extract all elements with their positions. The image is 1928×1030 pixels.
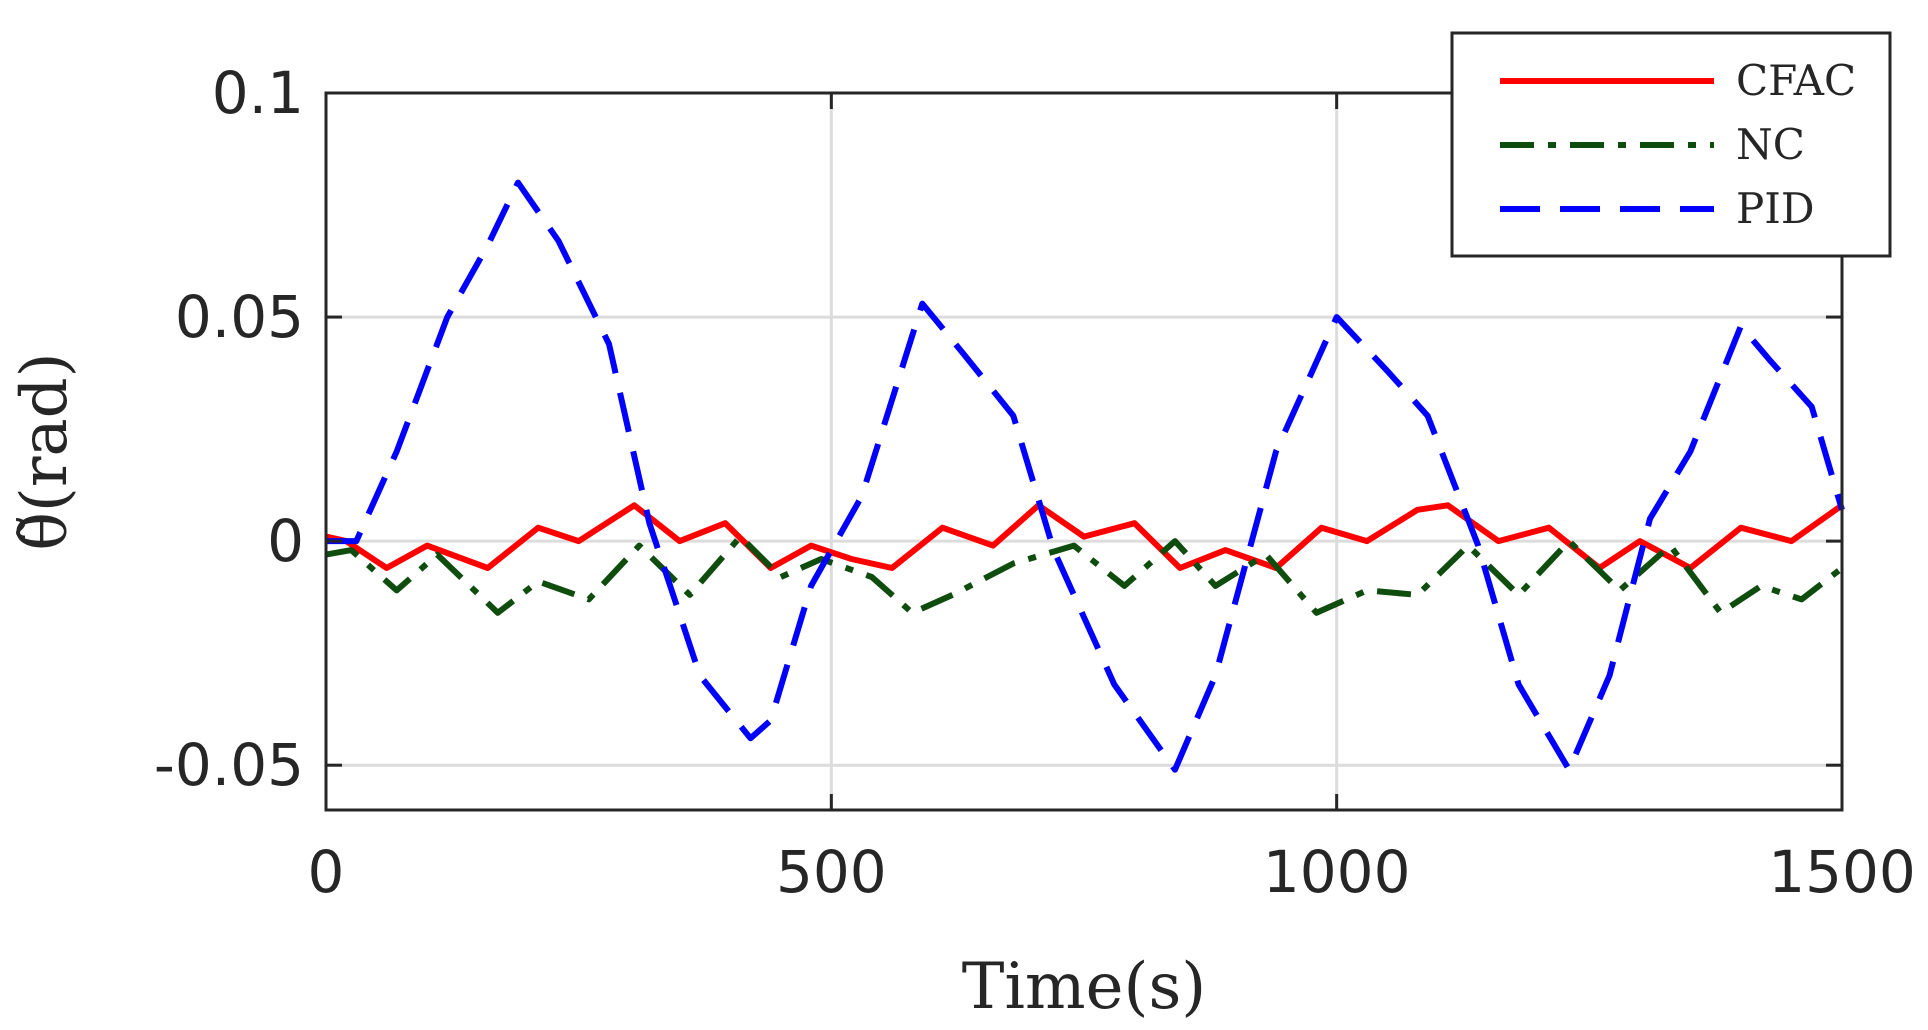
plot-frame (324, 91, 1844, 812)
x-axis-label: Time(s) (962, 950, 1207, 1024)
x-tick-label: 500 (776, 838, 887, 906)
y-axis-label: θ̃(rad) (8, 352, 82, 550)
series-line-pid (326, 179, 1845, 773)
y-tick-label: -0.05 (154, 731, 304, 799)
y-tick-label: 0.05 (175, 283, 304, 351)
legend-label-cfac: CFAC (1736, 56, 1856, 105)
legend-label-nc: NC (1736, 120, 1805, 169)
y-tick-label: 0 (267, 507, 304, 575)
legend-label-pid: PID (1736, 184, 1815, 233)
x-tick-label: 0 (308, 838, 345, 906)
series-line-nc (325, 533, 1844, 616)
series-layer (325, 179, 1845, 773)
y-tick-labels: 0.1 0.05 0 -0.05 (154, 59, 304, 799)
x-tick-labels: 0 500 1000 1500 (308, 838, 1916, 906)
legend: CFAC NC PID (1450, 31, 1892, 258)
x-tick-label: 1000 (1263, 838, 1411, 906)
x-tick-label: 1500 (1768, 838, 1916, 906)
y-tick-label: 0.1 (212, 59, 304, 127)
